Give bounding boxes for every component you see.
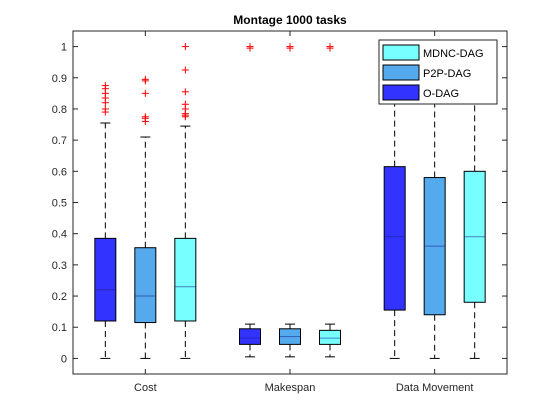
y-tick-label: 0.5 (52, 198, 67, 210)
y-tick-label: 0.1 (52, 322, 67, 334)
outlier-marker (181, 66, 189, 74)
x-tick-label: Makespan (265, 382, 316, 394)
legend-swatch (382, 44, 420, 61)
legend-label: MDNC-DAG (423, 48, 484, 60)
y-axis: 0 0.1 0.2 0.3 0.4 0.5 0.6 0.7 0.8 0.9 1 (52, 42, 507, 365)
outlier-marker (181, 88, 189, 96)
chart-title: Montage 1000 tasks (233, 13, 347, 27)
box-body (319, 329, 341, 345)
y-tick-label: 0.9 (52, 73, 67, 85)
x-tick-label: Data Movement (396, 382, 474, 394)
y-tick-label: 0 (61, 353, 67, 365)
box-body (239, 328, 261, 345)
y-tick-label: 0.3 (52, 260, 67, 272)
legend-swatch (382, 64, 420, 81)
boxes-layer (94, 43, 486, 359)
outlier-marker (141, 75, 149, 83)
outlier-marker (181, 43, 189, 51)
box-MDNC-DAG-Makespan (319, 43, 341, 358)
outlier-marker (141, 89, 149, 97)
outlier-marker (181, 100, 189, 108)
box-MDNC-DAG-Cost (174, 43, 197, 359)
outlier-marker (101, 105, 109, 113)
y-tick-label: 0.4 (52, 229, 67, 241)
legend: MDNC-DAG P2P-DAG O-DAG (378, 39, 498, 105)
box-body (94, 237, 117, 322)
y-tick-label: 1 (61, 42, 67, 54)
outlier-marker (246, 43, 254, 51)
box-body (383, 166, 406, 311)
outlier-marker (101, 82, 109, 90)
y-tick-label: 0.7 (52, 135, 67, 147)
outlier-marker (141, 113, 149, 121)
legend-swatch (382, 84, 420, 101)
x-tick-label: Cost (134, 382, 157, 394)
y-tick-label: 0.6 (52, 166, 67, 178)
y-tick-label: 0.2 (52, 291, 67, 303)
legend-label: P2P-DAG (423, 68, 471, 80)
outlier-marker (326, 43, 334, 51)
legend-label: O-DAG (423, 88, 459, 100)
x-axis: Cost Makespan Data Movement (134, 31, 473, 394)
box-body (134, 247, 157, 324)
box-O-DAG-Makespan (239, 43, 261, 358)
outlier-marker (286, 43, 294, 51)
y-tick-label: 0.8 (52, 104, 67, 116)
box-body (174, 237, 197, 322)
box-P2P-DAG-Data Movement (423, 46, 446, 359)
box-P2P-DAG-Makespan (279, 43, 301, 358)
box-O-DAG-Cost (94, 82, 117, 359)
box-P2P-DAG-Cost (134, 75, 157, 359)
